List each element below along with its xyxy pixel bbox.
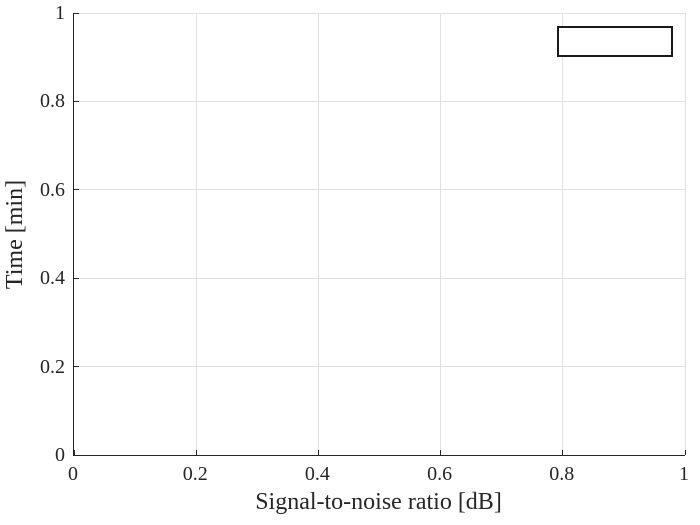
x-tick-mark	[73, 450, 75, 455]
x-gridline	[684, 13, 686, 455]
y-gridline	[74, 277, 685, 279]
y-tick-label: 0	[55, 444, 65, 466]
x-tick-label: 0.8	[549, 463, 575, 485]
x-tick-mark	[195, 450, 197, 455]
x-tick-label: 1	[679, 463, 689, 485]
y-tick-mark	[74, 12, 79, 14]
y-tick-label: 0.6	[40, 178, 65, 201]
x-tick-label: 0.2	[182, 463, 208, 485]
y-tick-mark	[74, 277, 79, 279]
x-tick-mark	[440, 450, 442, 455]
x-tick-mark	[684, 450, 686, 455]
y-axis-label-container: Time [min]	[2, 13, 30, 455]
y-tick-mark	[74, 100, 79, 102]
x-tick-label: 0.6	[427, 463, 453, 485]
y-tick-mark	[74, 189, 79, 191]
y-gridline	[74, 189, 685, 191]
x-gridline	[317, 13, 319, 455]
x-tick-label: 0.4	[304, 463, 330, 485]
y-tick-label: 1	[55, 2, 65, 24]
y-tick-label: 0.4	[40, 267, 65, 290]
y-gridline	[74, 12, 685, 14]
x-axis-label: Signal-to-noise ratio [dB]	[255, 489, 502, 515]
y-gridline	[74, 100, 685, 102]
x-tick-mark	[317, 450, 319, 455]
y-tick-label: 0.8	[40, 90, 65, 113]
x-tick-mark	[562, 450, 564, 455]
y-tick-mark	[74, 454, 79, 456]
y-gridline	[74, 366, 685, 368]
y-tick-label: 0.2	[40, 355, 65, 378]
x-gridline	[562, 13, 564, 455]
x-gridline	[440, 13, 442, 455]
x-gridline	[195, 13, 197, 455]
plot-area	[73, 12, 686, 456]
y-tick-mark	[74, 366, 79, 368]
legend-box	[556, 26, 673, 58]
x-tick-label: 0	[68, 463, 78, 485]
